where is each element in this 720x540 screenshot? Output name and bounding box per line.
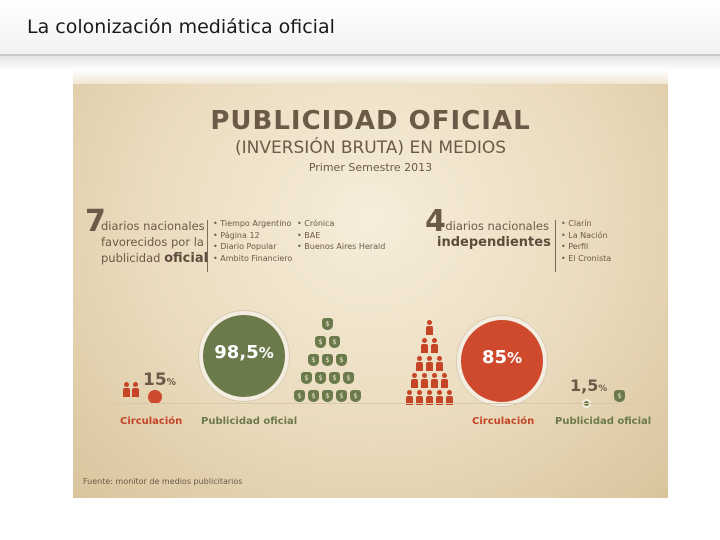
independent-circulation-circle: 85%: [457, 316, 547, 406]
person-icon: [123, 382, 130, 397]
money-bag-icon: $: [329, 372, 340, 384]
favored-paper: Página 12: [213, 230, 292, 242]
money-bag-icon: $: [336, 354, 347, 366]
independent-ad-pct: 1,5%: [570, 376, 608, 395]
favored-paper: Crónica: [297, 218, 385, 230]
independent-circulation-pct: 85%: [481, 347, 523, 368]
person-icon: [421, 373, 428, 388]
independent-count: 4: [425, 204, 446, 239]
slide-header: La colonización mediática oficial: [0, 0, 720, 56]
person-icon: [426, 356, 433, 371]
money-bag-icon: $: [322, 354, 333, 366]
favored-papers-col2: Crónica BAE Buenos Aires Herald: [297, 218, 385, 253]
person-icon: [132, 382, 139, 397]
favored-ad-pct: 98,5%: [214, 342, 274, 363]
person-icon: [406, 390, 413, 405]
poster-top-fade: [73, 70, 668, 84]
favored-line3: publicidad oficial: [101, 250, 208, 267]
header-divider: [0, 56, 720, 70]
infographic-title: PUBLICIDAD OFICIAL: [210, 106, 531, 136]
independent-paper: Clarín: [561, 218, 611, 230]
money-bag-icon: $: [343, 372, 354, 384]
person-icon: [431, 373, 438, 388]
favored-ad-circle: 98,5%: [199, 311, 289, 401]
infographic-image: PUBLICIDAD OFICIAL (INVERSIÓN BRUTA) EN …: [73, 70, 668, 498]
person-icon: [441, 373, 448, 388]
independent-line1: diarios nacionales: [445, 219, 549, 233]
money-bag-icon: $: [301, 372, 312, 384]
money-bag-icon: $: [336, 390, 347, 402]
money-bag-icon: $: [315, 336, 326, 348]
favored-separator: [207, 220, 208, 272]
person-icon: [436, 390, 443, 405]
favored-line2: favorecidos por la: [101, 235, 204, 249]
independent-circulation-label: Circulación: [472, 416, 535, 427]
person-icon: [411, 373, 418, 388]
independent-separator: [555, 220, 556, 272]
person-icon: [421, 338, 428, 353]
money-bag-icon: $: [308, 390, 319, 402]
favored-paper: Diario Popular: [213, 241, 292, 253]
money-bag-icon: $: [322, 390, 333, 402]
person-icon: [416, 390, 423, 405]
money-bag-icon: $: [294, 390, 305, 402]
person-icon: [431, 338, 438, 353]
infographic-footer: Fuente: monitor de medios publicitarios: [83, 477, 243, 486]
person-icon: [436, 356, 443, 371]
infographic-subtitle: (INVERSIÓN BRUTA) EN MEDIOS: [234, 138, 507, 158]
favored-line3-a: publicidad: [101, 251, 165, 265]
favored-circulation-label: Circulación: [120, 416, 183, 427]
favored-count: 7: [85, 204, 106, 239]
independent-papers: Clarín La Nación Perfil El Cronista: [561, 218, 611, 264]
money-bag-icon: $: [614, 390, 625, 402]
favored-line3-b: oficial: [164, 251, 209, 266]
independent-line2: independientes: [437, 234, 551, 251]
person-icon: [426, 390, 433, 405]
money-bag-icon: $: [315, 372, 326, 384]
favored-circulation-pct: 15%: [143, 370, 177, 390]
favored-circulation-marker: [148, 390, 162, 404]
favored-paper: Tiempo Argentino: [213, 218, 292, 230]
favored-papers-col1: Tiempo Argentino Página 12 Diario Popula…: [213, 218, 292, 264]
person-icon: [416, 356, 423, 371]
person-icon: [426, 320, 433, 335]
independent-paper: El Cronista: [561, 253, 611, 265]
independent-ad-label: Publicidad oficial: [555, 416, 652, 427]
independent-paper: La Nación: [561, 230, 611, 242]
independent-description: diarios nacionales independientes: [437, 218, 551, 251]
independent-line2-text: independientes: [437, 235, 551, 250]
favored-line1: diarios nacionales: [101, 219, 205, 233]
favored-description: diarios nacionales favorecidos por la pu…: [101, 218, 208, 267]
money-bag-icon: $: [308, 354, 319, 366]
person-icon: [446, 390, 453, 405]
favored-paper: Ambito Financiero: [213, 253, 292, 265]
infographic-period: Primer Semestre 2013: [308, 161, 433, 174]
money-bag-icon: $: [329, 336, 340, 348]
favored-ad-label: Publicidad oficial: [201, 416, 298, 427]
favored-paper: Buenos Aires Herald: [297, 241, 385, 253]
baseline: [113, 403, 638, 404]
independent-paper: Perfil: [561, 241, 611, 253]
money-bag-icon: $: [322, 318, 333, 330]
money-bag-icon: $: [350, 390, 361, 402]
favored-paper: BAE: [297, 230, 385, 242]
slide-title: La colonización mediática oficial: [27, 16, 335, 38]
